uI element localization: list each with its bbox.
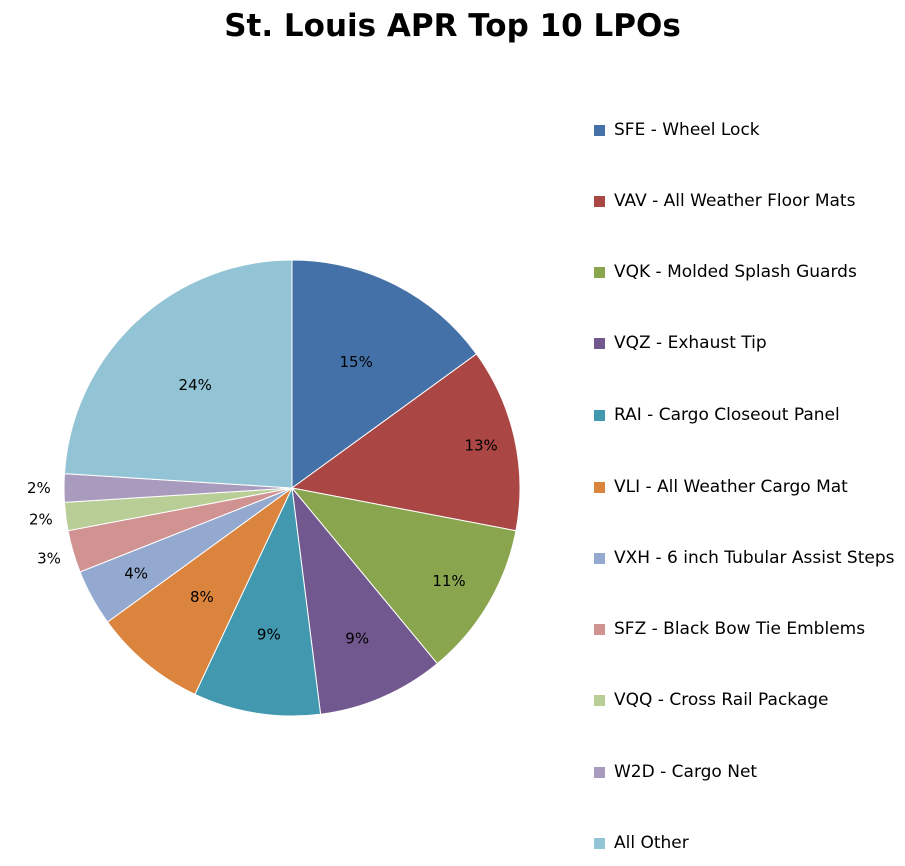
pie-slice-1 bbox=[291, 259, 478, 489]
legend-label: VXH - 6 inch Tubular Assist Steps bbox=[614, 548, 895, 568]
legend-swatch bbox=[594, 767, 605, 778]
pie-slice-6 bbox=[106, 487, 293, 695]
pie-label-3: 11% bbox=[432, 572, 465, 590]
pie-slice-11 bbox=[63, 259, 293, 489]
pie-label-7: 4% bbox=[124, 565, 148, 583]
pie-label-11: 24% bbox=[179, 376, 212, 394]
pie-label-6: 8% bbox=[190, 588, 214, 606]
legend-label: VAV - All Weather Floor Mats bbox=[614, 191, 856, 211]
legend-item: RAI - Cargo Closeout Panel bbox=[594, 401, 899, 430]
legend-label: VQK - Molded Splash Guards bbox=[614, 262, 857, 282]
legend-item: VXH - 6 inch Tubular Assist Steps bbox=[594, 544, 899, 573]
legend-label: VQQ - Cross Rail Package bbox=[614, 690, 829, 710]
pie-slices bbox=[63, 259, 521, 717]
legend-item: VQQ - Cross Rail Package bbox=[594, 686, 899, 715]
pie-label-5: 9% bbox=[257, 625, 281, 643]
pie-label-4: 9% bbox=[345, 630, 369, 648]
pie-slice-4 bbox=[291, 486, 439, 715]
legend-label: RAI - Cargo Closeout Panel bbox=[614, 405, 840, 425]
legend-swatch bbox=[594, 125, 605, 136]
chart-title: St. Louis APR Top 10 LPOs bbox=[224, 8, 681, 44]
legend-item: VQK - Molded Splash Guards bbox=[594, 258, 899, 287]
pie-label-10: 2% bbox=[27, 479, 51, 497]
legend-item: VQZ - Exhaust Tip bbox=[594, 329, 899, 358]
pie-label-2: 13% bbox=[464, 437, 497, 455]
legend-swatch bbox=[594, 338, 605, 349]
legend-item: W2D - Cargo Net bbox=[594, 758, 899, 787]
legend-item: VLI - All Weather Cargo Mat bbox=[594, 473, 899, 502]
legend-swatch bbox=[594, 553, 605, 564]
legend-swatch bbox=[594, 196, 605, 207]
legend-label: W2D - Cargo Net bbox=[614, 762, 758, 782]
legend-item: VAV - All Weather Floor Mats bbox=[594, 187, 899, 216]
legend-label: All Other bbox=[614, 833, 689, 853]
legend-item: All Other bbox=[594, 829, 899, 858]
pie-label-9: 2% bbox=[29, 511, 53, 529]
legend-label: SFZ - Black Bow Tie Emblems bbox=[614, 619, 866, 639]
pie-label-1: 15% bbox=[340, 353, 373, 371]
legend-item: SFZ - Black Bow Tie Emblems bbox=[594, 615, 899, 644]
legend-label: VLI - All Weather Cargo Mat bbox=[614, 477, 848, 497]
pie-slice-3 bbox=[290, 487, 517, 665]
legend-swatch bbox=[594, 267, 605, 278]
legend-swatch bbox=[594, 695, 605, 706]
legend-label: SFE - Wheel Lock bbox=[614, 120, 760, 140]
pie-labels: 15% 13% 11% 9% 9% 8% 4% 3% 2% 2% 24% bbox=[27, 353, 498, 648]
pie-label-8: 3% bbox=[37, 550, 61, 568]
legend-swatch bbox=[594, 410, 605, 421]
pie-slice-2 bbox=[290, 353, 521, 532]
legend-item: SFE - Wheel Lock bbox=[594, 116, 899, 145]
legend-swatch bbox=[594, 624, 605, 635]
pie-slice-5 bbox=[194, 486, 322, 717]
legend-swatch bbox=[594, 838, 605, 849]
legend-label: VQZ - Exhaust Tip bbox=[614, 333, 767, 353]
legend-swatch bbox=[594, 482, 605, 493]
